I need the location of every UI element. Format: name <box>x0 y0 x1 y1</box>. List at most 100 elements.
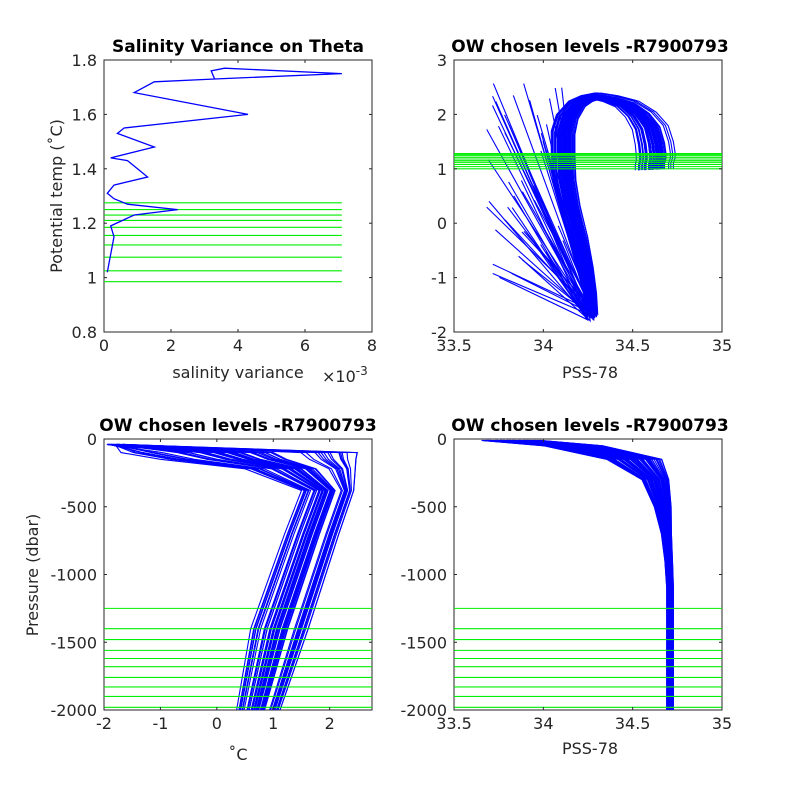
x-axis-label: salinity variance <box>172 363 303 382</box>
ts-profile-line <box>533 96 655 316</box>
series-group <box>106 67 342 273</box>
temperature-profile-line <box>112 443 321 711</box>
y-axis-label: Potential temp (˚C) <box>47 119 66 273</box>
temperature-profile-line <box>119 443 347 711</box>
chart-title: Salinity Variance on Theta <box>112 37 364 57</box>
x-tick-label: 2 <box>325 714 335 733</box>
temperature-profile-line <box>117 443 334 711</box>
y-tick-label: 0 <box>437 214 447 233</box>
chosen-levels <box>104 607 372 708</box>
x-tick-label: 0 <box>212 714 222 733</box>
temperature-profile-line <box>108 443 329 711</box>
temperature-profile-line <box>118 443 345 711</box>
series-group <box>486 83 676 323</box>
temperature-profile-line <box>108 443 336 711</box>
temperature-profile-line <box>113 443 309 711</box>
salinity-profile-line <box>534 439 674 710</box>
x-axis-exponent: ×10-3 <box>322 364 368 386</box>
y-tick-label: -2 <box>431 323 447 342</box>
plot-area <box>103 59 373 333</box>
x-tick-label: 4 <box>233 336 243 355</box>
y-tick-label: -500 <box>411 498 447 517</box>
temperature-profile-line <box>109 443 320 711</box>
x-tick-label: -2 <box>96 714 112 733</box>
temperature-profile-line <box>107 443 332 711</box>
ts-profile-line <box>513 93 665 320</box>
x-tick-label: 33.5 <box>436 714 472 733</box>
x-axis-label: ˚C <box>228 745 247 764</box>
panel-temperature-pressure: OW chosen levels -R7900793 -2 -1 0 1 2 -2000… <box>23 416 377 764</box>
panel-salinity-variance: Salinity Variance on Theta 0 2 4 6 8 0.8 1 1.2… <box>47 37 377 386</box>
x-tick-label: 34 <box>533 714 553 733</box>
temperature-profile-line <box>106 443 312 711</box>
temperature-profile-line <box>116 443 333 711</box>
x-tick-label: 34.5 <box>615 336 651 355</box>
chosen-levels <box>454 607 722 708</box>
temperature-profile-line <box>110 443 334 711</box>
y-tick-label: -2000 <box>51 701 98 720</box>
y-tick-label: 1.4 <box>72 160 97 179</box>
y-tick-label: -1500 <box>51 633 98 652</box>
y-axis-label: Pressure (dbar) <box>23 514 42 637</box>
series-group <box>481 439 674 710</box>
y-tick-label: -1000 <box>401 566 448 585</box>
y-tick-label: 1.6 <box>72 105 97 124</box>
temperature-profile-line <box>118 443 326 711</box>
x-tick-label: 34 <box>533 336 553 355</box>
chart-title: OW chosen levels -R7900793 <box>451 416 728 436</box>
y-tick-label: -1500 <box>401 633 448 652</box>
temperature-profile-line <box>123 443 348 711</box>
ts-profile-line <box>545 94 662 319</box>
x-tick-label: 0 <box>99 336 109 355</box>
temperature-profile-line <box>121 443 358 711</box>
y-tick-label: 1 <box>437 160 447 179</box>
x-axis-ticks: 33.5 34 34.5 35 <box>436 60 732 355</box>
y-tick-label: 1.8 <box>72 51 97 70</box>
y-tick-label: 1.2 <box>72 214 97 233</box>
y-tick-label: 0 <box>437 430 447 449</box>
temperature-profile-line <box>123 443 321 711</box>
x-tick-label: 35 <box>712 714 732 733</box>
salinity-profile-line <box>526 439 673 710</box>
y-tick-label: -2000 <box>401 701 448 720</box>
series-group <box>106 443 358 711</box>
y-tick-label: 1 <box>87 269 97 288</box>
temperature-profile-line <box>106 443 328 711</box>
salinity-profile-line <box>493 439 669 710</box>
x-tick-label: -1 <box>152 714 168 733</box>
temperature-profile-line <box>108 443 351 711</box>
x-tick-label: 8 <box>367 336 377 355</box>
temperature-profile-line <box>122 443 323 711</box>
y-tick-label: -500 <box>61 498 97 517</box>
ts-profile-line <box>556 95 657 317</box>
temperature-profile-line <box>107 443 349 711</box>
ts-profile-line <box>540 94 659 319</box>
y-tick-label: 3 <box>437 51 447 70</box>
y-tick-label: 2 <box>437 105 447 124</box>
temperature-profile-line <box>113 443 346 711</box>
temperature-profile-line <box>112 443 351 711</box>
y-axis-ticks: -2000 -1500 -1000 -500 0 <box>401 430 722 720</box>
salinity-profile-line <box>519 439 672 710</box>
chart-title: OW chosen levels -R7900793 <box>99 416 376 436</box>
x-tick-label: 35 <box>712 336 732 355</box>
y-tick-label: -1 <box>431 269 447 288</box>
y-tick-label: 0 <box>87 430 97 449</box>
temperature-profile-line <box>117 443 352 711</box>
salinity-profile-line <box>487 439 668 710</box>
panel-theta-salinity: OW chosen levels -R7900793 33.5 34 34.5 35 … <box>431 37 732 382</box>
ts-profile-line <box>511 97 647 316</box>
x-axis-ticks: 33.5 34 34.5 35 <box>436 439 732 733</box>
temperature-profile-line <box>112 443 305 711</box>
temperature-profile-line <box>110 443 325 711</box>
x-tick-label: 34.5 <box>615 714 651 733</box>
salinity-profile-line <box>506 439 671 710</box>
y-tick-label: -1000 <box>51 566 98 585</box>
y-axis-ticks: -2000 -1500 -1000 -500 0 <box>51 430 372 720</box>
x-tick-label: 6 <box>300 336 310 355</box>
x-tick-label: 2 <box>166 336 176 355</box>
temperature-profile-line <box>114 444 303 711</box>
plot-area <box>453 438 723 711</box>
temperature-profile-line <box>122 443 343 711</box>
y-axis-ticks: 0.8 1 1.2 1.4 1.6 1.8 <box>72 51 372 342</box>
